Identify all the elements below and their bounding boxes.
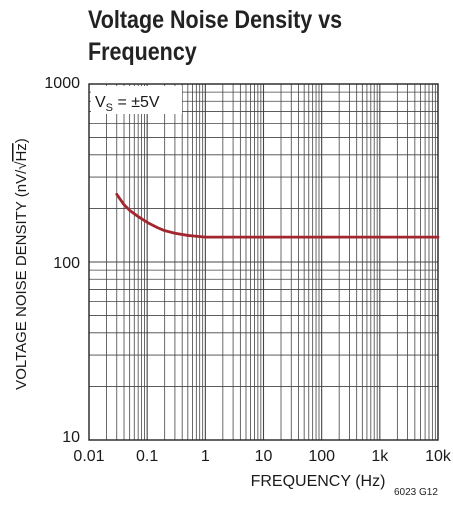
- y-axis-label-sqrt: √: [13, 161, 30, 170]
- x-tick-label: 10: [255, 448, 273, 465]
- series-layer: [115, 192, 440, 239]
- y-axis-label-unit: Hz: [13, 143, 30, 161]
- chart-title-line-1: Voltage Noise Density vs: [88, 6, 343, 34]
- condition-label: VS = ±5V: [95, 94, 160, 114]
- y-tick-label: 1000: [44, 75, 80, 92]
- condition-label-subscript: S: [106, 102, 113, 114]
- grid-lines: [89, 84, 438, 440]
- chart-title-line-2: Frequency: [88, 38, 197, 66]
- x-tick-label: 1k: [371, 448, 389, 465]
- svg-text:VOLTAGE NOISE DENSITY (nV/√Hz): VOLTAGE NOISE DENSITY (nV/√Hz): [13, 138, 30, 390]
- annotation-layer: VS = ±5V: [91, 86, 182, 114]
- x-tick-label: 1: [201, 448, 210, 465]
- figure-id: 6023 G12: [394, 487, 438, 498]
- y-tick-label: 100: [53, 255, 80, 272]
- y-axis-label-text: VOLTAGE NOISE DENSITY (nV/: [13, 169, 30, 390]
- x-tick-label: 0.1: [136, 448, 158, 465]
- x-tick-label: 10k: [425, 448, 452, 465]
- y-axis-label: VOLTAGE NOISE DENSITY (nV/√Hz): [13, 138, 30, 390]
- condition-label-background: [91, 86, 182, 114]
- x-tick-label: 0.01: [73, 448, 104, 465]
- plot-frame: [88, 83, 439, 441]
- condition-label-suffix: = ±5V: [113, 94, 160, 111]
- plot-border: [88, 83, 439, 441]
- x-axis-label: FREQUENCY (Hz): [251, 473, 386, 490]
- tick-labels: 0.01 0.1 1 10 100 1k 10k 10 100 1000: [44, 75, 451, 465]
- noise-density-curve: [115, 192, 440, 239]
- y-tick-label: 10: [62, 429, 80, 446]
- x-tick-label: 100: [308, 448, 335, 465]
- y-axis-label-close: ): [13, 138, 30, 143]
- chart-title: Voltage Noise Density vs Frequency: [88, 4, 380, 68]
- condition-label-prefix: V: [95, 94, 106, 111]
